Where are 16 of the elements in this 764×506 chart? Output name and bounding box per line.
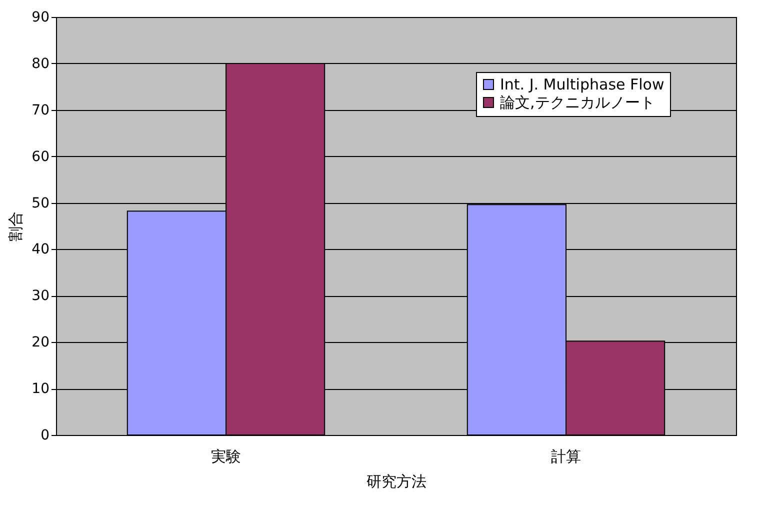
y-tick-label: 90: [32, 10, 50, 26]
y-tick-label: 60: [32, 148, 50, 165]
x-axis-title: 研究方法: [366, 472, 426, 490]
y-tick-label: 30: [32, 288, 50, 304]
y-tick-label: 70: [32, 102, 50, 118]
y-tick-label: 50: [32, 195, 50, 212]
y-tick-label: 40: [32, 242, 50, 258]
y-axis-title: 割合: [6, 212, 25, 242]
y-tick-label: 10: [32, 381, 50, 398]
x-tick-label: 計算: [551, 448, 581, 466]
y-tick-label: 0: [40, 428, 50, 444]
y-tick-label: 80: [32, 56, 50, 72]
legend-label: Int. J. Multiphase Flow: [500, 76, 664, 94]
legend-label: 論文,テクニカルノート: [500, 94, 655, 112]
x-tick-label: 実験: [211, 448, 241, 466]
y-tick-label: 20: [32, 334, 50, 351]
